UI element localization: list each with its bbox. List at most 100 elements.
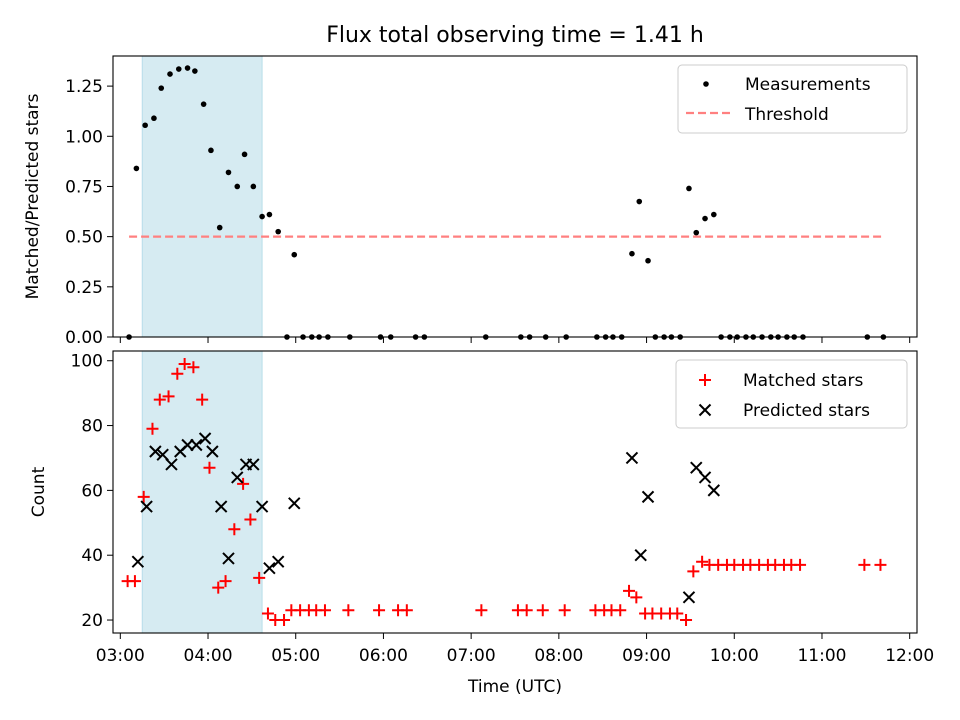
- measurement-point: [133, 165, 140, 172]
- bottom-panel: 20 40 60 80 100 03:00 04:00 05:00 06:00 07:00 08:…: [29, 350, 934, 697]
- predicted-star-marker: [181, 438, 194, 452]
- top-y-tick-label: 1.25: [65, 77, 103, 97]
- measurement-point: [686, 185, 692, 192]
- matched-star-marker: [146, 422, 159, 435]
- measurement-point: [259, 213, 265, 220]
- top-legend: Measurements Threshold: [677, 64, 908, 134]
- matched-star-marker: [696, 555, 709, 568]
- matched-star-marker: [680, 614, 693, 627]
- legend-predicted-label: Predicted stars: [743, 401, 870, 421]
- bottom-axes-frame: [112, 350, 918, 634]
- top-y-axis-label: Matched/Predicted stars: [23, 93, 43, 299]
- top-y-ticks: 0.00 0.25 0.50 0.75 1.00 1.25: [65, 77, 113, 348]
- predicted-star-marker: [271, 555, 285, 568]
- predicted-star-marker: [222, 552, 235, 565]
- matched-star-marker: [858, 558, 871, 571]
- predicted-star-marker: [165, 458, 178, 471]
- top-y-tick-label: 1.00: [65, 127, 103, 147]
- matched-star-marker: [623, 584, 636, 597]
- predicted-star-marker: [149, 445, 162, 458]
- matched-star-marker: [171, 367, 184, 380]
- x-tick-label: 09:00: [622, 646, 671, 666]
- predicted-star-marker: [206, 445, 219, 458]
- matched-star-marker: [630, 591, 643, 604]
- x-tick-label: 10:00: [710, 646, 759, 666]
- measurement-point: [216, 224, 223, 231]
- measurement-point: [645, 257, 651, 264]
- top-panel: 0.00 0.25 0.50 0.75 1.00 1.25 Matched/Predict…: [23, 55, 918, 348]
- predicted-star-marker: [198, 432, 212, 445]
- measurement-point: [175, 66, 182, 72]
- measurement-point: [291, 251, 298, 258]
- x-tick-label: 04:00: [184, 646, 233, 666]
- measurement-point: [266, 211, 273, 218]
- matched-star-marker: [162, 390, 175, 403]
- matched-star-marker: [558, 604, 571, 617]
- matched-star-marker: [203, 461, 216, 474]
- predicted-star-marker: [698, 471, 712, 484]
- x-axis-label: Time (UTC): [467, 677, 562, 697]
- measurement-point: [636, 198, 643, 205]
- measurement-point: [693, 229, 700, 236]
- predicted-star-marker: [247, 458, 260, 471]
- predicted-star-marker: [263, 561, 276, 575]
- matched-star-marker: [278, 614, 291, 627]
- matched-star-marker: [536, 604, 549, 617]
- matched-star-marker: [671, 607, 684, 620]
- chart-title: Flux total observing time = 1.41 h: [326, 23, 704, 48]
- top-y-tick-label: 0.50: [65, 228, 103, 248]
- matched-star-marker: [687, 565, 700, 578]
- predicted-star-marker: [625, 451, 639, 465]
- matched-star-marker: [128, 575, 141, 588]
- measurement-point: [250, 183, 257, 190]
- bottom-x-ticks: 03:00 04:00 05:00 06:00 07:00 08:00 09:00 10:00…: [96, 633, 934, 666]
- x-tick-label: 03:00: [96, 646, 145, 666]
- predicted-star-marker: [288, 497, 301, 510]
- matched-star-marker: [874, 558, 887, 571]
- legend-measurements-label: Measurements: [745, 75, 871, 95]
- top-legend-box: [677, 64, 908, 134]
- x-tick-label: 12:00: [885, 646, 934, 666]
- top-x-ticks: [119, 337, 911, 343]
- predicted-star-marker: [255, 500, 269, 513]
- matched-star-marker: [373, 604, 386, 617]
- matched-star-marker: [261, 607, 274, 620]
- matched-star-marker: [237, 477, 250, 490]
- x-tick-label: 07:00: [447, 646, 496, 666]
- measurement-point: [167, 71, 173, 77]
- predicted-star-marker: [641, 490, 655, 504]
- matched-star-marker: [153, 393, 166, 406]
- top-y-tick-label: 0.00: [65, 328, 103, 348]
- predicted-star-marker: [690, 461, 703, 474]
- bottom-highlight-span: [141, 350, 263, 634]
- predicted-star-marker: [156, 448, 169, 461]
- bottom-y-axis-label: Count: [29, 466, 49, 517]
- bottom-y-tick-label: 60: [81, 481, 103, 501]
- matched-star-marker: [228, 523, 241, 536]
- predicted-star-marker: [131, 555, 145, 568]
- predicted-star-marker: [231, 471, 244, 484]
- x-tick-label: 08:00: [534, 646, 583, 666]
- legend-threshold-label: Threshold: [744, 105, 829, 125]
- matched-star-marker: [178, 357, 191, 370]
- matched-star-marker: [342, 604, 355, 617]
- measurement-point: [200, 101, 207, 107]
- measurement-point: [142, 122, 148, 129]
- legend-matched-label: Matched stars: [743, 371, 863, 391]
- measurement-point: [234, 183, 241, 190]
- predicted-star-marker: [682, 591, 696, 604]
- bottom-legend: Matched stars Predicted stars: [675, 359, 908, 429]
- measurement-point: [208, 147, 214, 154]
- bottom-y-tick-label: 20: [81, 611, 103, 631]
- x-tick-label: 05:00: [271, 646, 320, 666]
- measurement-point: [151, 115, 157, 122]
- predicted-star-marker: [214, 500, 228, 513]
- legend-matched-marker: [699, 374, 711, 386]
- measurement-point: [629, 250, 635, 257]
- matched-star-marker: [614, 604, 627, 617]
- legend-measurement-marker: [703, 81, 709, 87]
- top-y-tick-label: 0.25: [65, 278, 103, 298]
- measurement-point: [241, 151, 248, 158]
- predicted-star-marker: [707, 484, 721, 497]
